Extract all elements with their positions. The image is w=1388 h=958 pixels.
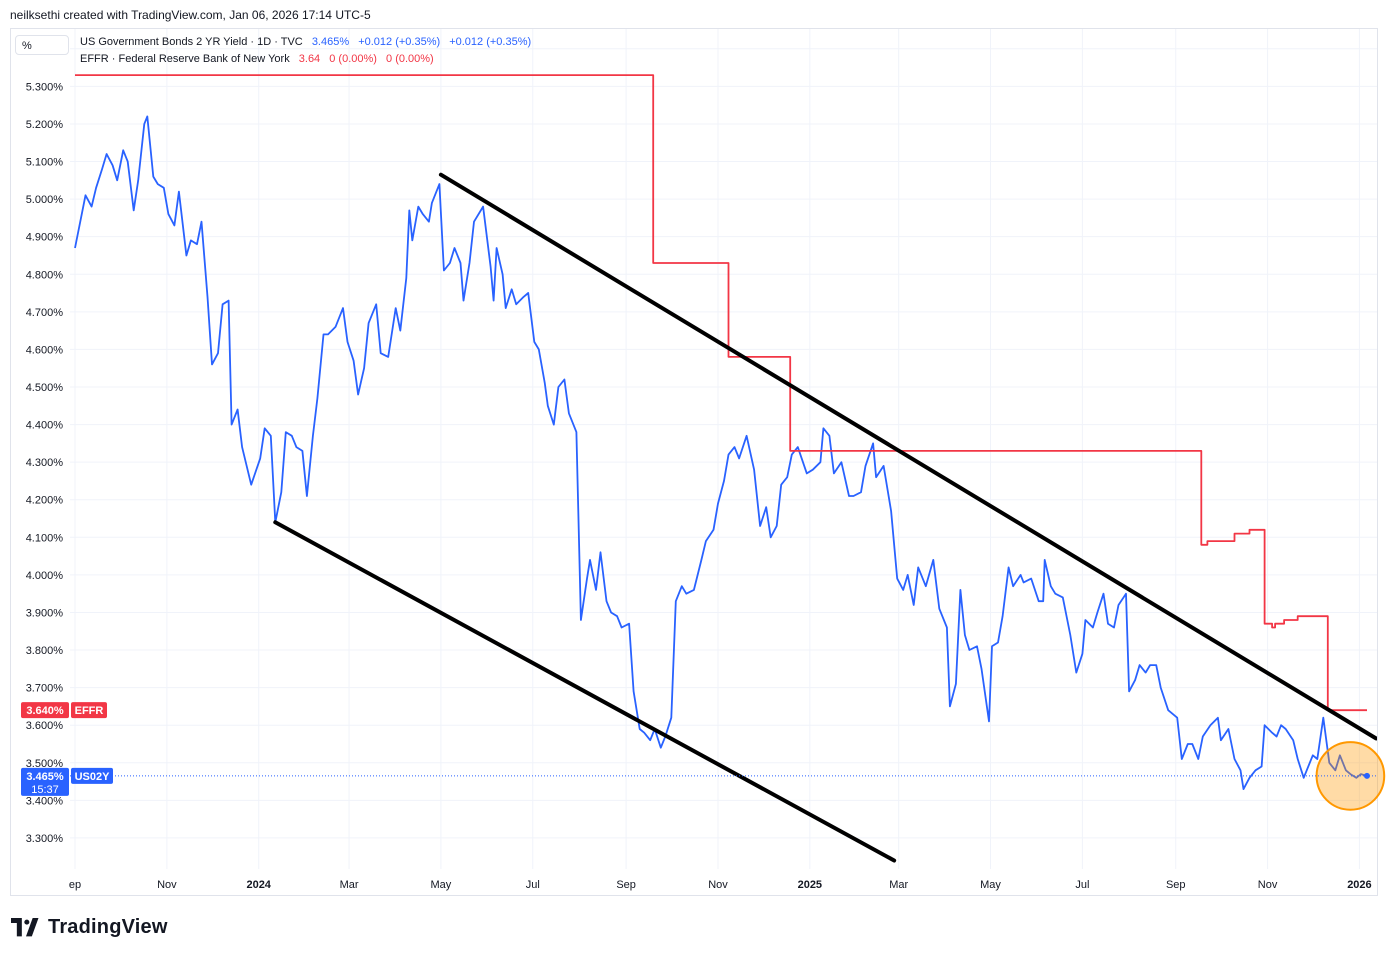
x-tick-label: Sep — [616, 879, 636, 891]
effr-tag: EFFR — [75, 705, 104, 717]
y-tick-label: 4.800% — [26, 269, 64, 281]
chart-frame — [10, 28, 1378, 896]
x-tick-label: May — [980, 879, 1001, 891]
y-tick-label: 5.200% — [26, 119, 64, 131]
us02y-tag-bg — [71, 767, 113, 784]
last-point-marker — [1363, 772, 1370, 779]
y-tick-label: 3.800% — [26, 645, 64, 657]
y-tick-label: 3.500% — [26, 758, 64, 770]
y-tick-label: 4.600% — [26, 344, 64, 356]
series-line-effr — [75, 74, 1367, 712]
x-tick-label: Jul — [1075, 879, 1089, 891]
plot-area — [74, 74, 1377, 863]
tradingview-logo[interactable]: TradingView — [10, 916, 168, 939]
tradingview-logo-icon — [11, 917, 39, 936]
x-tick-label: May — [431, 879, 452, 891]
price-scale-unit-button[interactable]: % — [15, 35, 69, 55]
x-tick-label: Nov — [1258, 879, 1278, 891]
x-tick-label: 2024 — [246, 879, 271, 891]
us02y-countdown: 15:37 — [31, 784, 59, 796]
x-tick-label: Sep — [1166, 879, 1186, 891]
tradingview-wordmark: TradingView — [48, 916, 168, 938]
y-tick-label: 5.000% — [26, 194, 64, 206]
y-tick-label: 4.900% — [26, 232, 64, 244]
y-tick-label: 4.000% — [26, 570, 64, 582]
legend-change-alt: +0.012 (+0.35%) — [449, 36, 532, 48]
x-tick-label: Mar — [889, 879, 908, 891]
effr-tag-bg — [71, 702, 107, 719]
y-tick-label: 4.700% — [26, 307, 64, 319]
trendline — [273, 520, 897, 863]
legend-last-value: 3.64 — [298, 53, 321, 65]
y-tick-label: 3.900% — [26, 607, 64, 619]
x-tick-label: ep — [69, 879, 81, 891]
us02y-tag: US02Y — [75, 771, 111, 783]
y-tick-label: 3.700% — [26, 683, 64, 695]
series-line-us02y — [74, 115, 1368, 790]
y-tick-label: 4.300% — [26, 457, 64, 469]
us02y-price-label-bg — [21, 767, 69, 796]
legend-series-name: US Government Bonds 2 YR Yield · 1D · TV… — [80, 36, 303, 48]
legend-series-name: EFFR · Federal Reserve Bank of New York — [80, 53, 290, 65]
legend-last-value: 3.465% — [311, 36, 350, 48]
x-tick-label: Jul — [526, 879, 540, 891]
legend-row-us02y[interactable]: US Government Bonds 2 YR Yield · 1D · TV… — [80, 36, 531, 48]
chart-byline: neilksethi created with TradingView.com,… — [10, 8, 371, 22]
y-tick-label: 4.100% — [26, 532, 64, 544]
us02y-price-label: 3.465% — [26, 771, 64, 783]
x-tick-label: 2025 — [798, 879, 822, 891]
y-tick-label: 5.300% — [26, 81, 64, 93]
y-tick-label: 4.200% — [26, 495, 64, 507]
legend-change: +0.012 (+0.35%) — [358, 36, 441, 48]
x-tick-label: Nov — [708, 879, 728, 891]
legend-row-effr[interactable]: EFFR · Federal Reserve Bank of New York … — [80, 53, 434, 65]
gridlines — [70, 29, 1377, 869]
y-tick-label: 3.300% — [26, 833, 64, 845]
highlight-circle — [1315, 741, 1386, 811]
y-tick-label: 4.400% — [26, 420, 64, 432]
trendline — [438, 172, 1377, 741]
y-tick-label: 3.400% — [26, 795, 64, 807]
x-tick-label: Mar — [340, 879, 359, 891]
y-tick-label: 5.100% — [26, 157, 64, 169]
effr-price-label: 3.640% — [26, 705, 64, 717]
y-tick-label: 4.500% — [26, 382, 64, 394]
effr-price-label-bg — [21, 702, 69, 719]
x-tick-label: 2026 — [1347, 879, 1371, 891]
legend-change-alt: 0 (0.00%) — [386, 53, 434, 65]
y-tick-label: 3.600% — [26, 720, 64, 732]
legend-change: 0 (0.00%) — [329, 53, 377, 65]
x-tick-label: Nov — [157, 879, 177, 891]
